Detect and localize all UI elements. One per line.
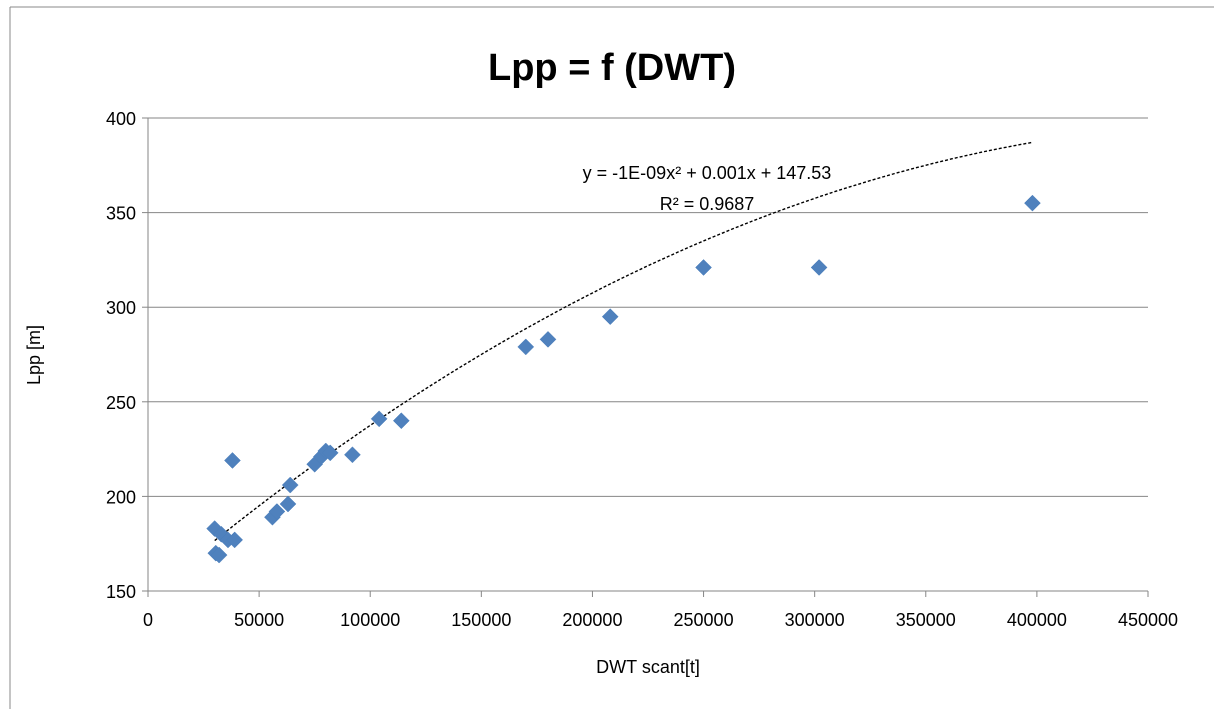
- data-point: [539, 331, 557, 348]
- x-tick-label: 100000: [340, 610, 400, 630]
- data-point: [321, 444, 339, 462]
- x-tick-label: 400000: [1007, 610, 1067, 630]
- data-point: [1024, 194, 1041, 212]
- y-tick-label: 300: [106, 298, 136, 318]
- trendline-r2-label: R² = 0.9687: [660, 194, 755, 214]
- data-point: [810, 259, 828, 276]
- points-layer: [206, 194, 1041, 564]
- chart-title: Lpp = f (DWT): [488, 47, 736, 89]
- data-point: [226, 531, 244, 549]
- data-point: [344, 446, 361, 464]
- x-tick-label: 350000: [896, 610, 956, 630]
- grid-layer: [148, 117, 1148, 497]
- y-tick-label: 250: [106, 393, 136, 413]
- axes-layer: 150 200 250 300 350 400 0 50000 100000 150000 2000…: [106, 109, 1178, 630]
- x-axis-label: DWT scant[t]: [596, 657, 700, 677]
- data-point: [517, 338, 535, 356]
- x-tick-label: 0: [143, 610, 153, 630]
- y-tick-label: 400: [106, 109, 136, 129]
- data-point: [279, 495, 297, 513]
- trendline-layer: [214, 141, 1033, 542]
- data-point: [210, 546, 228, 564]
- x-tick-label: 250000: [674, 610, 734, 630]
- y-axis-label: Lpp [m]: [24, 325, 44, 385]
- x-tick-label: 450000: [1118, 610, 1178, 630]
- x-tick-label: 300000: [785, 610, 845, 630]
- data-point: [695, 259, 712, 276]
- y-tick-label: 200: [106, 487, 136, 507]
- data-point: [392, 412, 410, 430]
- data-point: [281, 476, 299, 494]
- data-point: [370, 410, 388, 428]
- x-tick-label: 50000: [234, 610, 284, 630]
- x-tick-label: 150000: [451, 610, 511, 630]
- y-tick-label: 350: [106, 204, 136, 224]
- data-point: [601, 308, 619, 326]
- trendline-curve: [214, 141, 1033, 542]
- data-point: [268, 503, 286, 520]
- y-tick-label: 150: [106, 582, 136, 602]
- trendline-equation-label: y = -1E-09x² + 0.001x + 147.53: [583, 163, 832, 183]
- x-tick-label: 200000: [562, 610, 622, 630]
- data-point: [224, 452, 241, 469]
